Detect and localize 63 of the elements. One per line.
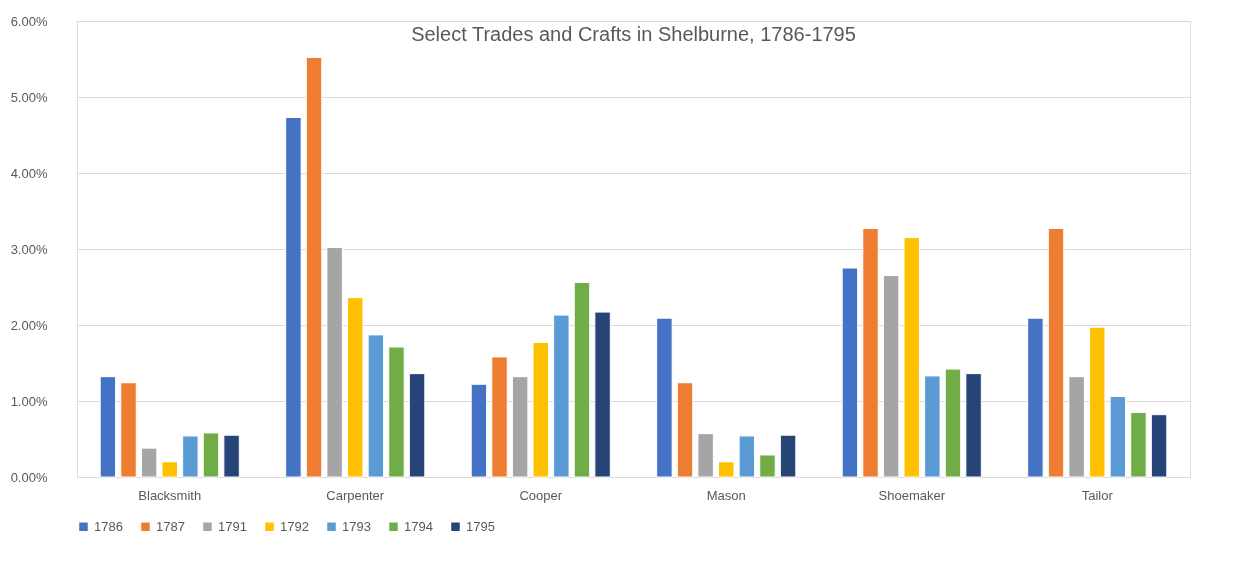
bar [862, 227, 879, 478]
legend-label: 1793 [342, 518, 371, 534]
x-tick-label: Mason [706, 487, 746, 503]
bar [965, 373, 982, 478]
bar [944, 368, 962, 478]
bar [924, 375, 941, 478]
y-tick-label: 1.00% [10, 393, 48, 409]
bar [470, 383, 488, 478]
bar [99, 376, 117, 478]
bar [202, 432, 220, 478]
chart-title: Select Trades and Crafts in Shelburne, 1786-1795 [411, 23, 856, 45]
y-tick-label: 2.00% [10, 317, 48, 333]
legend-label: 1787 [156, 518, 185, 534]
x-tick-label: Blacksmith [138, 487, 202, 503]
y-tick-label: 3.00% [10, 241, 48, 257]
bar [676, 382, 694, 478]
bar [140, 447, 158, 478]
bar [1027, 317, 1044, 478]
bar [1068, 376, 1085, 478]
bar [161, 461, 178, 478]
bar [532, 341, 549, 478]
bar [491, 356, 508, 478]
bar [1089, 326, 1106, 478]
bar [285, 117, 302, 478]
legend-label: 1791 [218, 518, 247, 534]
x-tick-label: Tailor [1081, 487, 1114, 503]
bar [779, 434, 797, 478]
bar [120, 382, 137, 478]
bar [718, 461, 735, 478]
bar [1047, 227, 1065, 478]
bar [903, 237, 920, 478]
bar [759, 454, 776, 478]
bar [553, 314, 570, 478]
bar [388, 346, 405, 478]
legend-label: 1792 [280, 518, 309, 534]
bar [594, 311, 611, 478]
legend-label: 1794 [404, 518, 433, 534]
bar [697, 433, 714, 478]
x-tick-label: Carpenter [326, 487, 385, 503]
bar [656, 317, 673, 478]
bar [182, 435, 199, 478]
bar [511, 376, 529, 478]
bar [841, 267, 859, 478]
bar [223, 434, 240, 478]
bar [573, 281, 591, 478]
x-tick-label: Cooper [519, 487, 563, 503]
bar [367, 334, 385, 478]
bar [738, 435, 756, 478]
bar [326, 246, 343, 478]
y-tick-label: 5.00% [10, 89, 48, 105]
bar [1109, 395, 1127, 478]
bar [882, 275, 900, 478]
y-tick-label: 6.00% [10, 13, 48, 29]
y-tick-label: 0.00% [10, 469, 48, 485]
x-tick-label: Shoemaker [878, 487, 946, 503]
bar [408, 373, 426, 478]
bar [347, 297, 364, 478]
bar [305, 56, 323, 478]
legend-label: 1786 [94, 518, 123, 534]
legend-label: 1795 [466, 518, 495, 534]
bar [1150, 414, 1168, 478]
bar [1130, 411, 1147, 478]
y-tick-label: 4.00% [10, 165, 48, 181]
